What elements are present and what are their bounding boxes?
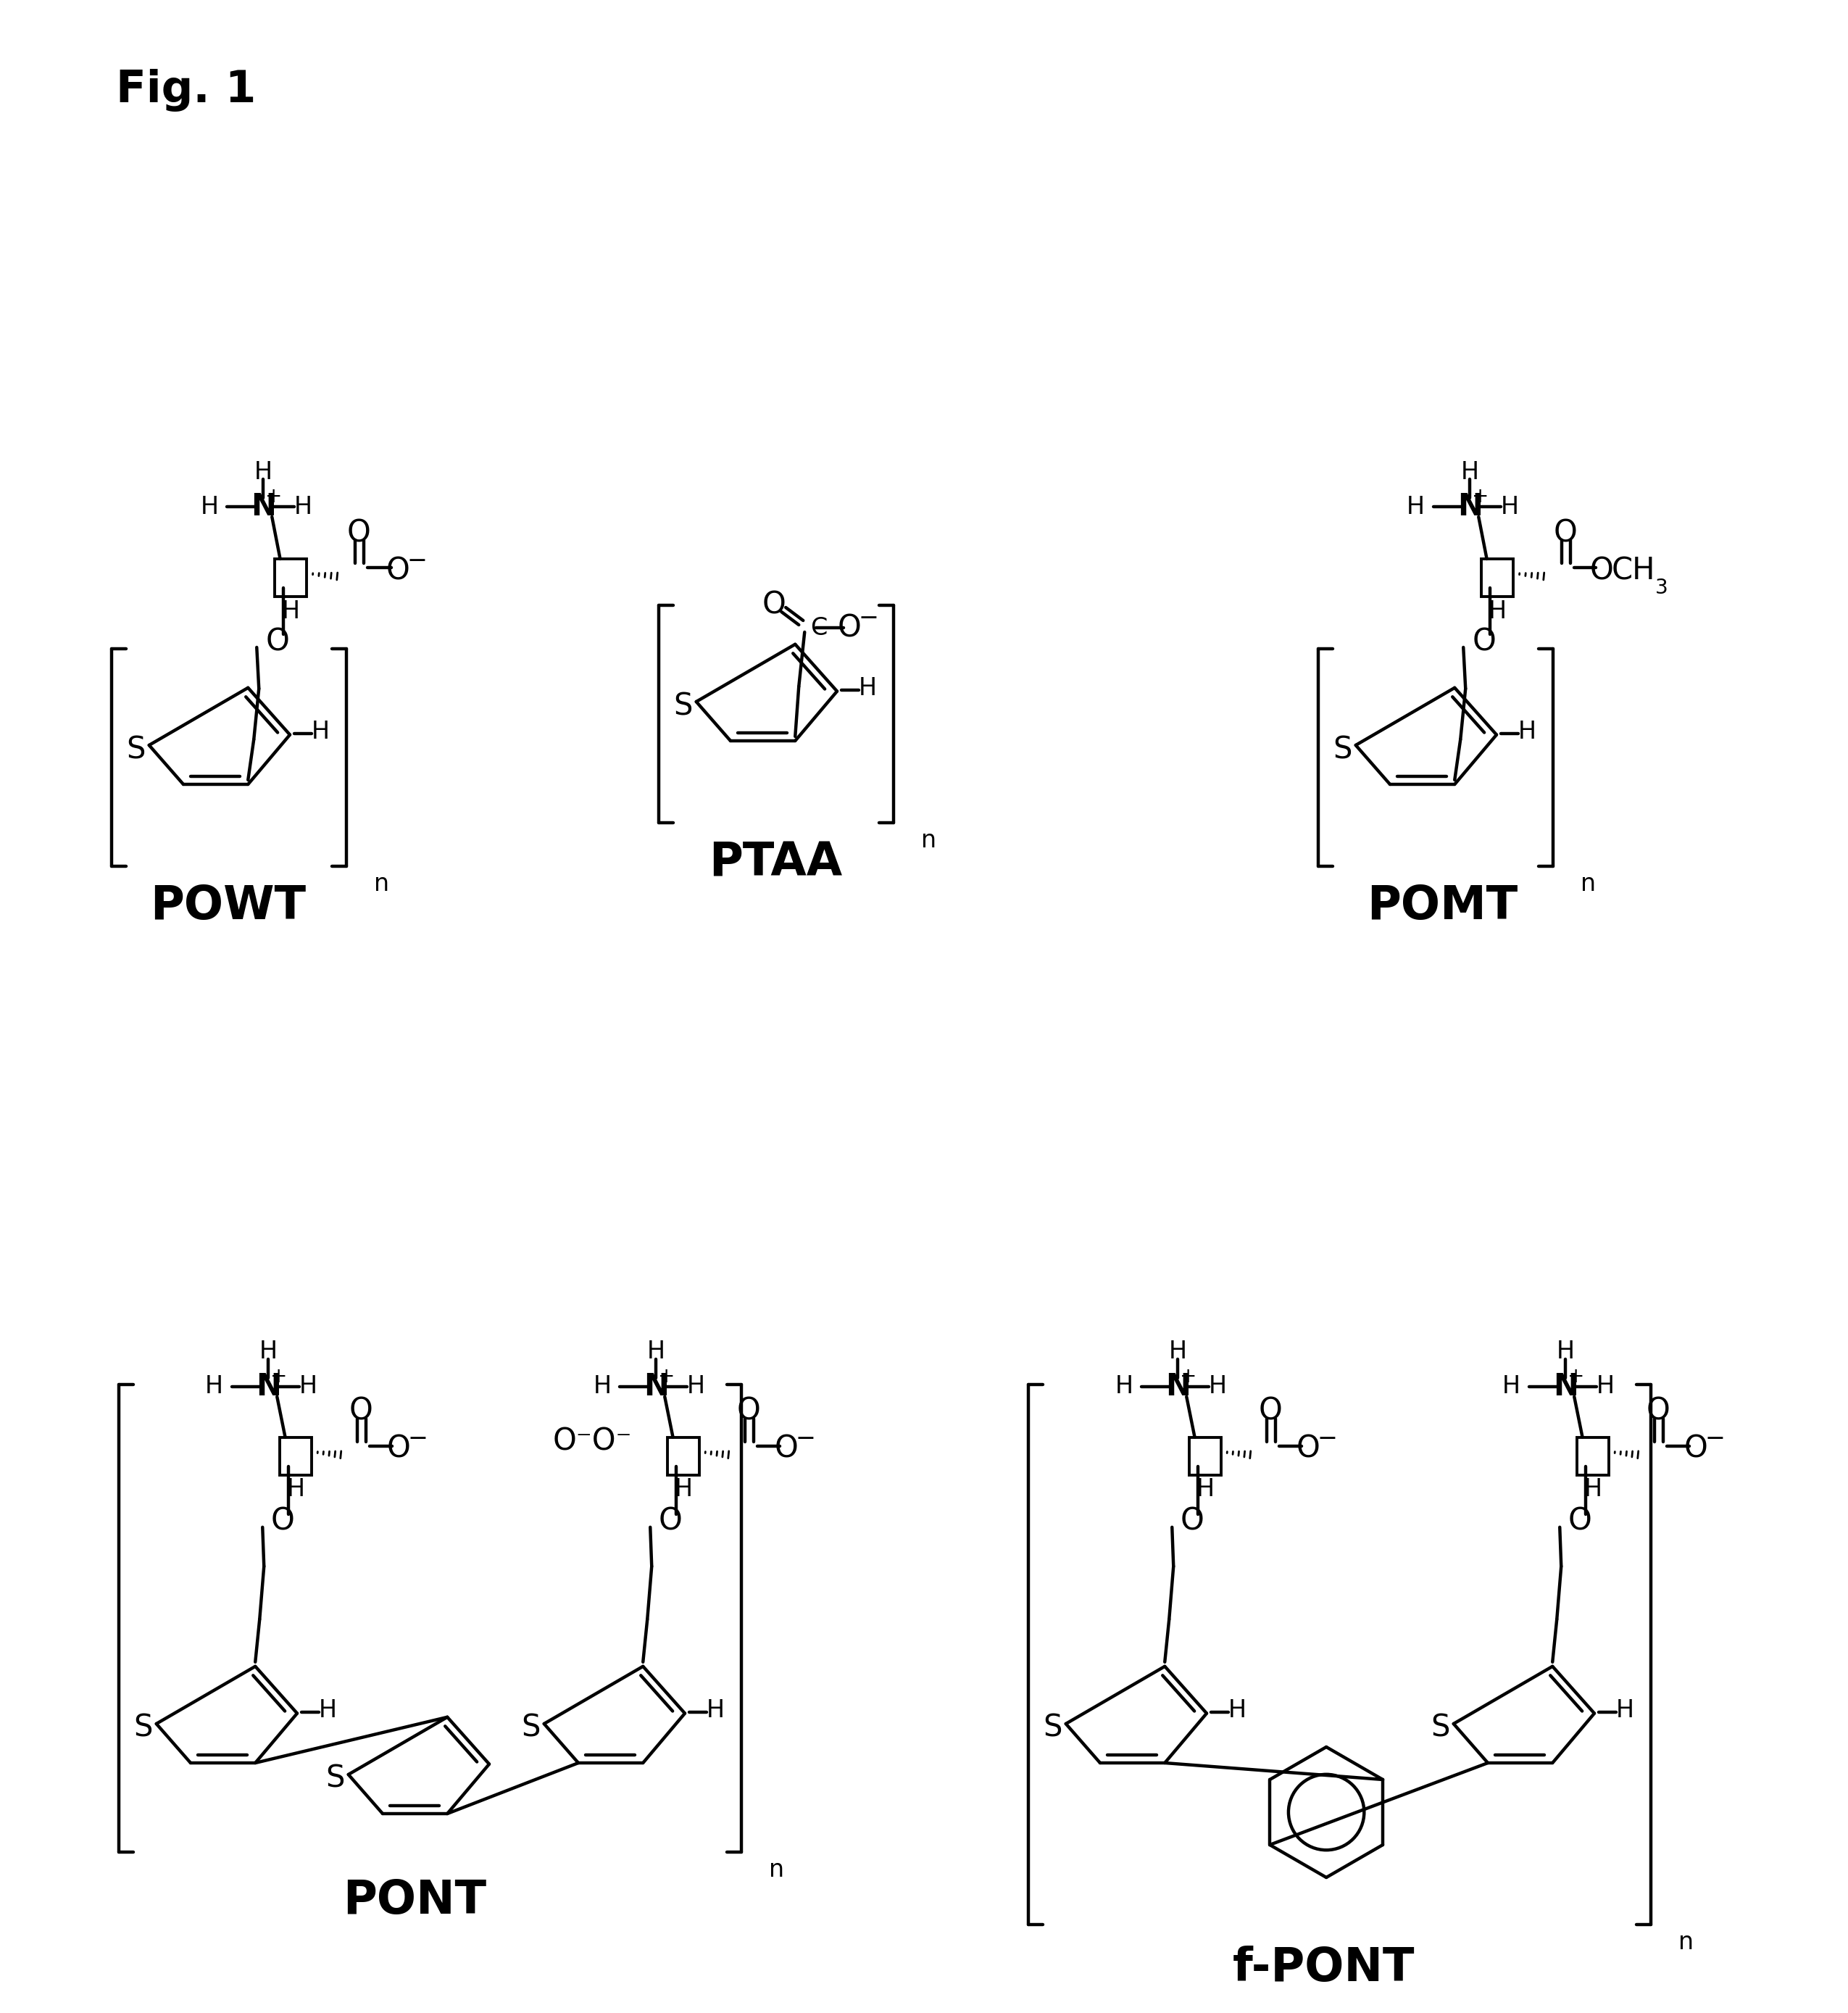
Text: N: N [1552,1371,1578,1401]
Text: O: O [837,612,861,642]
Text: H: H [205,1375,224,1399]
Bar [1482,560,1514,596]
Text: H: H [1615,1699,1634,1723]
Text: +: + [1471,487,1488,507]
Text: S: S [1044,1713,1063,1743]
Text: H: H [1501,495,1519,519]
Text: S: S [133,1713,153,1743]
Text: −: − [407,548,427,572]
Text: +: + [1179,1367,1196,1387]
Text: O: O [761,590,785,620]
Text: O: O [1684,1433,1708,1463]
Text: N: N [1166,1371,1190,1401]
Text: O: O [272,1506,294,1536]
Text: +: + [264,487,283,507]
Text: O⁻O⁻: O⁻O⁻ [553,1427,632,1457]
Text: O: O [349,1395,373,1427]
Text: O: O [1647,1395,1671,1427]
Text: −: − [1704,1427,1724,1451]
Text: H: H [299,1375,318,1399]
Text: O: O [1473,626,1497,656]
Text: N: N [255,1371,281,1401]
Text: n: n [373,872,390,896]
Text: n: n [1580,872,1597,896]
Text: H: H [1209,1375,1227,1399]
Text: PONT: PONT [342,1878,486,1922]
Text: H: H [1460,459,1478,483]
Text: H: H [310,721,329,743]
Text: S: S [126,735,146,765]
Text: H: H [687,1375,704,1399]
Bar [1576,1437,1610,1476]
Text: n: n [920,829,937,851]
Text: Fig. 1: Fig. 1 [116,68,257,111]
Text: O: O [658,1506,682,1536]
Bar [1190,1437,1222,1476]
Text: POMT: POMT [1368,884,1517,928]
Text: H: H [1196,1478,1214,1502]
Text: H: H [1406,495,1425,519]
Text: O: O [1295,1433,1319,1463]
Text: O: O [266,626,290,656]
Text: PTAA: PTAA [710,839,843,886]
Text: H: H [1502,1375,1521,1399]
Text: H: H [593,1375,612,1399]
Bar [667,1437,700,1476]
Text: H: H [318,1699,336,1723]
Text: H: H [281,600,299,624]
Text: C: C [811,616,828,640]
Text: H: H [647,1341,665,1363]
Text: −: − [795,1427,815,1451]
Text: CH: CH [1611,556,1656,586]
Text: O: O [386,556,410,586]
Bar [275,560,307,596]
Text: O: O [774,1433,798,1463]
Text: +: + [270,1367,286,1387]
Text: H: H [1597,1375,1615,1399]
Text: H: H [1229,1699,1246,1723]
Text: H: H [200,495,218,519]
Text: H: H [255,459,272,483]
Text: S: S [675,690,693,721]
Text: H: H [1584,1478,1602,1502]
Text: H: H [294,495,312,519]
Text: H: H [706,1699,724,1723]
Text: H: H [286,1478,305,1502]
Bar [279,1437,312,1476]
Text: S: S [325,1763,346,1794]
Text: n: n [769,1858,784,1882]
Text: +: + [658,1367,675,1387]
Text: O: O [1181,1506,1205,1536]
Text: O: O [347,517,371,548]
Text: O: O [1589,556,1613,586]
Text: H: H [859,676,876,701]
Text: −: − [857,606,878,630]
Text: H: H [1114,1375,1133,1399]
Text: O: O [1569,1506,1591,1536]
Text: O: O [1258,1395,1283,1427]
Text: O: O [386,1433,410,1463]
Text: O: O [737,1395,761,1427]
Text: S: S [1430,1713,1451,1743]
Text: N: N [643,1371,669,1401]
Text: N: N [251,491,275,521]
Text: O: O [1554,517,1578,548]
Text: POWT: POWT [150,884,307,928]
Text: −: − [1318,1427,1338,1451]
Text: H: H [675,1478,693,1502]
Text: H: H [1517,721,1536,743]
Text: H: H [259,1341,277,1363]
Text: n: n [1678,1930,1695,1955]
Text: −: − [407,1427,427,1451]
Text: +: + [1567,1367,1584,1387]
Text: N: N [1458,491,1482,521]
Text: 3: 3 [1654,578,1667,598]
Text: H: H [1488,600,1506,624]
Text: S: S [1332,735,1353,765]
Text: S: S [521,1713,541,1743]
Text: H: H [1168,1341,1186,1363]
Text: H: H [1556,1341,1574,1363]
Text: f-PONT: f-PONT [1233,1947,1416,1991]
